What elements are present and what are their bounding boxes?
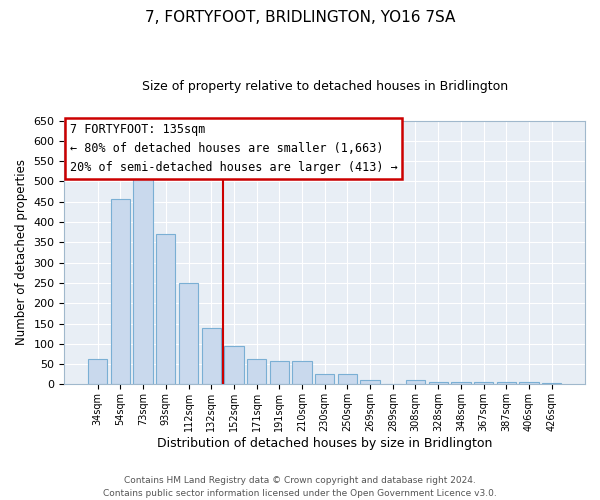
Bar xyxy=(338,374,357,384)
Bar xyxy=(224,346,244,385)
Bar xyxy=(406,380,425,384)
Bar xyxy=(247,360,266,384)
Text: 7 FORTYFOOT: 135sqm
← 80% of detached houses are smaller (1,663)
20% of semi-det: 7 FORTYFOOT: 135sqm ← 80% of detached ho… xyxy=(70,123,397,174)
Bar xyxy=(88,359,107,384)
Bar xyxy=(315,374,334,384)
Bar xyxy=(179,283,198,384)
Bar xyxy=(474,382,493,384)
Bar xyxy=(269,361,289,384)
Bar xyxy=(111,198,130,384)
Bar xyxy=(156,234,175,384)
X-axis label: Distribution of detached houses by size in Bridlington: Distribution of detached houses by size … xyxy=(157,437,493,450)
Bar xyxy=(542,383,562,384)
Bar xyxy=(361,380,380,384)
Bar xyxy=(497,382,516,384)
Bar xyxy=(202,328,221,384)
Text: Contains HM Land Registry data © Crown copyright and database right 2024.
Contai: Contains HM Land Registry data © Crown c… xyxy=(103,476,497,498)
Bar xyxy=(133,173,153,384)
Title: Size of property relative to detached houses in Bridlington: Size of property relative to detached ho… xyxy=(142,80,508,93)
Bar xyxy=(428,382,448,384)
Y-axis label: Number of detached properties: Number of detached properties xyxy=(15,160,28,346)
Bar xyxy=(451,382,470,384)
Text: 7, FORTYFOOT, BRIDLINGTON, YO16 7SA: 7, FORTYFOOT, BRIDLINGTON, YO16 7SA xyxy=(145,10,455,25)
Bar xyxy=(292,362,311,384)
Bar xyxy=(520,382,539,384)
